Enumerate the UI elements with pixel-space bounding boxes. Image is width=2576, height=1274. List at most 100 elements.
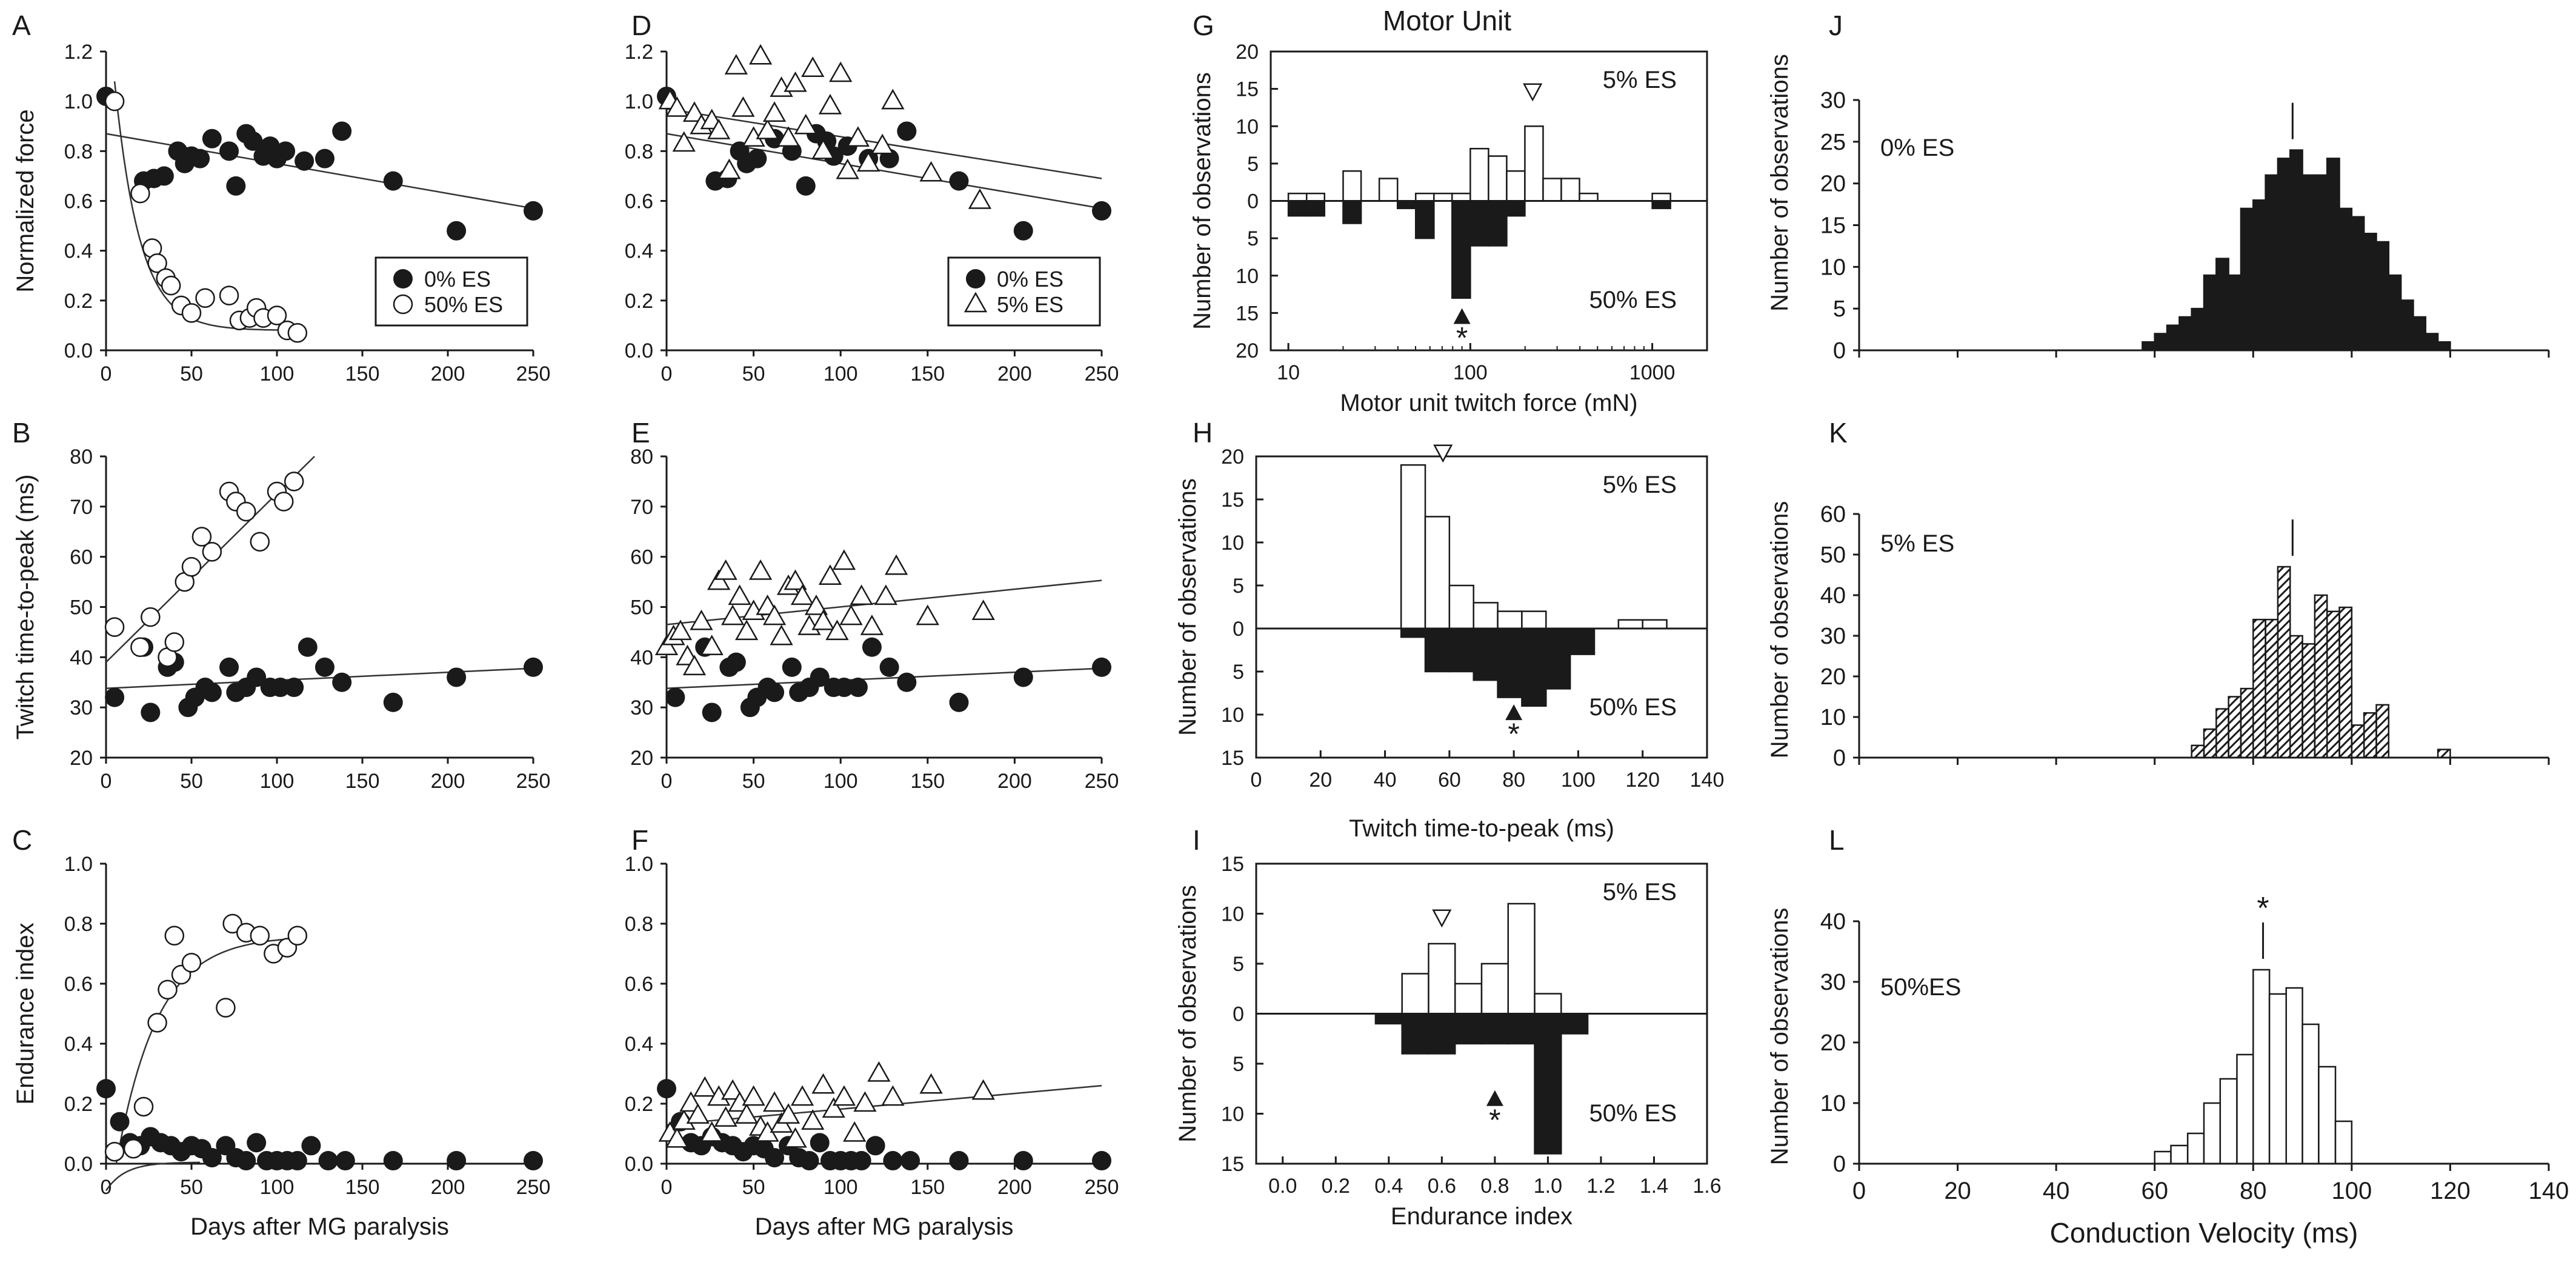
x-tick-label: 100 xyxy=(1561,769,1596,792)
panel-label: E xyxy=(631,417,650,449)
y-tick-label: 15 xyxy=(1820,213,1846,239)
data-point xyxy=(284,472,304,492)
data-point xyxy=(202,542,222,562)
median-marker xyxy=(1432,909,1452,928)
bar-upper xyxy=(1448,584,1474,630)
data-point xyxy=(724,54,748,75)
data-point xyxy=(274,492,294,512)
y-tick-label: 0 xyxy=(1233,1003,1244,1026)
panel-label: F xyxy=(631,824,648,856)
x-axis-title: Motor unit twitch force (mN) xyxy=(1340,390,1637,416)
data-point xyxy=(966,269,985,288)
panel-label: D xyxy=(631,10,651,41)
x-tick-label: 0.2 xyxy=(1322,1175,1350,1198)
series-0es xyxy=(96,86,543,241)
y-tick-label: 40 xyxy=(1820,583,1846,609)
bar-lower xyxy=(1424,627,1451,673)
data-point xyxy=(799,1151,819,1171)
panel-a: 0 50 100 150 200 250 0.0 0.2 0.4 0.6 0.8 1.0 1.2 Norm… xyxy=(12,10,550,385)
panel-c: 0 50 100 150 200 250 0.0 0.2 0.4 0.6 0.8 1.0 Enduran… xyxy=(12,824,550,1240)
data-point xyxy=(247,667,267,687)
bar-lower xyxy=(1507,1013,1536,1045)
bar-upper xyxy=(1469,147,1489,202)
data-point xyxy=(822,1097,845,1118)
data-point xyxy=(222,913,242,934)
y-tick-label: 1.0 xyxy=(625,853,653,876)
bar-upper xyxy=(1507,902,1536,1015)
y-tick-label: 30 xyxy=(1820,88,1846,113)
x-tick-label: 50 xyxy=(180,1176,203,1199)
histogram-bar xyxy=(2338,207,2353,352)
data-point xyxy=(964,292,988,313)
significance-star: * xyxy=(2257,891,2269,926)
histogram-bar xyxy=(2375,241,2390,352)
y-tick-label: 80 xyxy=(70,445,93,469)
data-point xyxy=(829,61,853,82)
data-point xyxy=(810,667,830,687)
bar-lower xyxy=(1473,627,1499,681)
data-point xyxy=(851,1151,871,1171)
fit-line xyxy=(105,1161,201,1192)
y-tick-label: 1.0 xyxy=(64,90,93,113)
x-tick-label: 50 xyxy=(742,362,765,385)
y-tick-label: 10 xyxy=(1221,704,1244,727)
data-point xyxy=(881,88,905,110)
series-5es xyxy=(654,549,995,676)
x-tick-label: 100 xyxy=(260,1176,295,1199)
y-tick-label: 5 xyxy=(1833,296,1846,322)
bar-lower xyxy=(1488,200,1508,247)
x-tick-label: 60 xyxy=(2141,1178,2168,1204)
y-tick-label: 15 xyxy=(1221,489,1244,512)
bar-lower xyxy=(1454,1013,1483,1045)
data-point xyxy=(250,925,270,946)
data-point xyxy=(848,678,868,698)
histogram-bar xyxy=(2277,158,2291,352)
bar-upper xyxy=(1305,192,1325,202)
data-point xyxy=(714,559,737,580)
bar-upper xyxy=(1480,962,1509,1015)
histogram-bar xyxy=(2388,274,2402,352)
y-tick-label: 1.2 xyxy=(625,41,653,64)
data-point xyxy=(832,1085,856,1106)
data-point xyxy=(874,584,898,605)
histogram-bar xyxy=(2252,618,2266,759)
x-tick-label: 100 xyxy=(2331,1178,2372,1204)
x-tick-label: 250 xyxy=(1085,362,1119,385)
histogram-bar xyxy=(2240,207,2254,352)
x-tick-label: 50 xyxy=(180,362,203,385)
histogram-bar xyxy=(2338,606,2353,759)
y-tick-label: 0.4 xyxy=(625,240,653,263)
y-tick-label: 0 xyxy=(1833,338,1846,364)
data-point xyxy=(270,678,290,698)
data-point xyxy=(447,667,467,687)
y-tick-label: 70 xyxy=(70,496,93,519)
data-point xyxy=(728,584,751,605)
panel-b: 0 50 100 150 200 250 20 30 40 50 60 70 80 Twitch time… xyxy=(12,417,550,793)
x-tick-label: 200 xyxy=(997,362,1032,385)
data-point xyxy=(949,692,969,712)
histogram-bar xyxy=(2363,712,2377,759)
histogram-bar xyxy=(2326,610,2340,759)
y-tick-label: 0.6 xyxy=(625,973,653,996)
data-point xyxy=(672,131,696,152)
y-tick-label: 20 xyxy=(1820,172,1846,197)
data-point xyxy=(267,305,287,325)
panel-h: 0 5 10 15 20 5 10 15 0 20 40 60 80 100 120 140 5% ES 50% … xyxy=(1174,417,1724,842)
bar-lower xyxy=(1451,200,1471,299)
bar-lower xyxy=(1545,627,1571,690)
data-point xyxy=(181,303,202,323)
panel-label: K xyxy=(1829,417,1848,449)
histogram-bar xyxy=(2412,316,2427,352)
data-point xyxy=(250,532,270,552)
bar-lower xyxy=(1414,200,1435,239)
histogram-bar xyxy=(2252,199,2266,352)
condition-label: 5% ES xyxy=(1880,530,1954,557)
histogram-bar xyxy=(2166,324,2180,352)
data-point xyxy=(383,171,403,191)
data-point xyxy=(862,637,882,657)
series-50es xyxy=(104,472,304,667)
y-tick-label: 0.4 xyxy=(625,1033,653,1056)
data-point xyxy=(700,635,724,656)
data-point xyxy=(147,1013,167,1033)
x-tick-label: 120 xyxy=(2430,1178,2471,1204)
